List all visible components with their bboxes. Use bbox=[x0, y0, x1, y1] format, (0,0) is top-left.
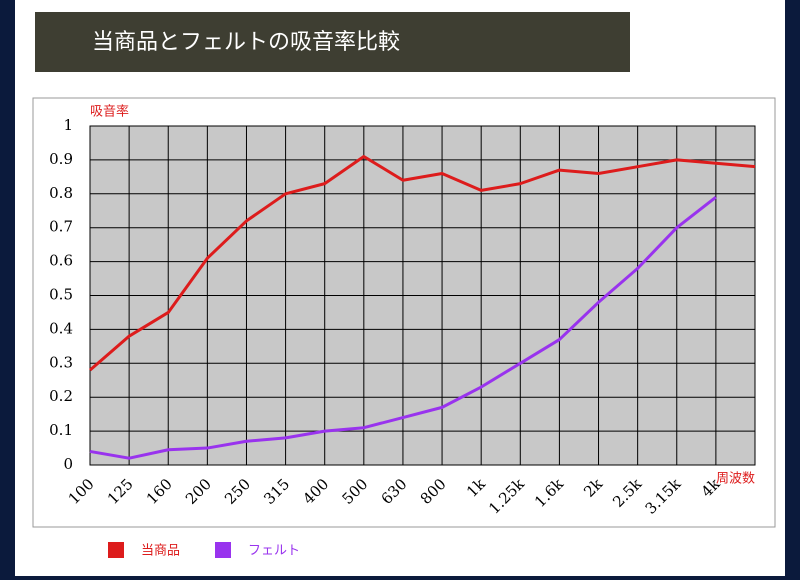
y-tick-label: 0.8 bbox=[49, 184, 73, 202]
y-tick-label: 0.4 bbox=[49, 319, 73, 337]
x-axis-label: 周波数 bbox=[716, 472, 755, 487]
series-line bbox=[89, 155, 756, 372]
y-tick-label: 0.9 bbox=[49, 150, 73, 168]
legend-label: フェルト bbox=[248, 544, 300, 559]
y-tick-label: 0.6 bbox=[49, 252, 73, 270]
y-axis-label: 吸音率 bbox=[90, 104, 129, 120]
y-tick-label: 0.5 bbox=[49, 286, 73, 304]
legend-swatch bbox=[215, 542, 231, 558]
y-tick-label: 0.2 bbox=[49, 387, 73, 405]
y-tick-label: 0 bbox=[63, 455, 73, 473]
legend-swatch bbox=[108, 542, 124, 558]
y-tick-label: 0.7 bbox=[49, 218, 73, 236]
title-bar bbox=[35, 12, 630, 72]
chart-title: 当商品とフェルトの吸音率比較 bbox=[92, 30, 400, 55]
y-tick-label: 1 bbox=[63, 116, 73, 134]
series-line bbox=[89, 196, 717, 460]
chart-frame bbox=[32, 97, 776, 528]
legend-label: 当商品 bbox=[141, 544, 180, 559]
y-tick-label: 0.1 bbox=[49, 421, 73, 439]
y-tick-label: 0.3 bbox=[49, 353, 73, 371]
